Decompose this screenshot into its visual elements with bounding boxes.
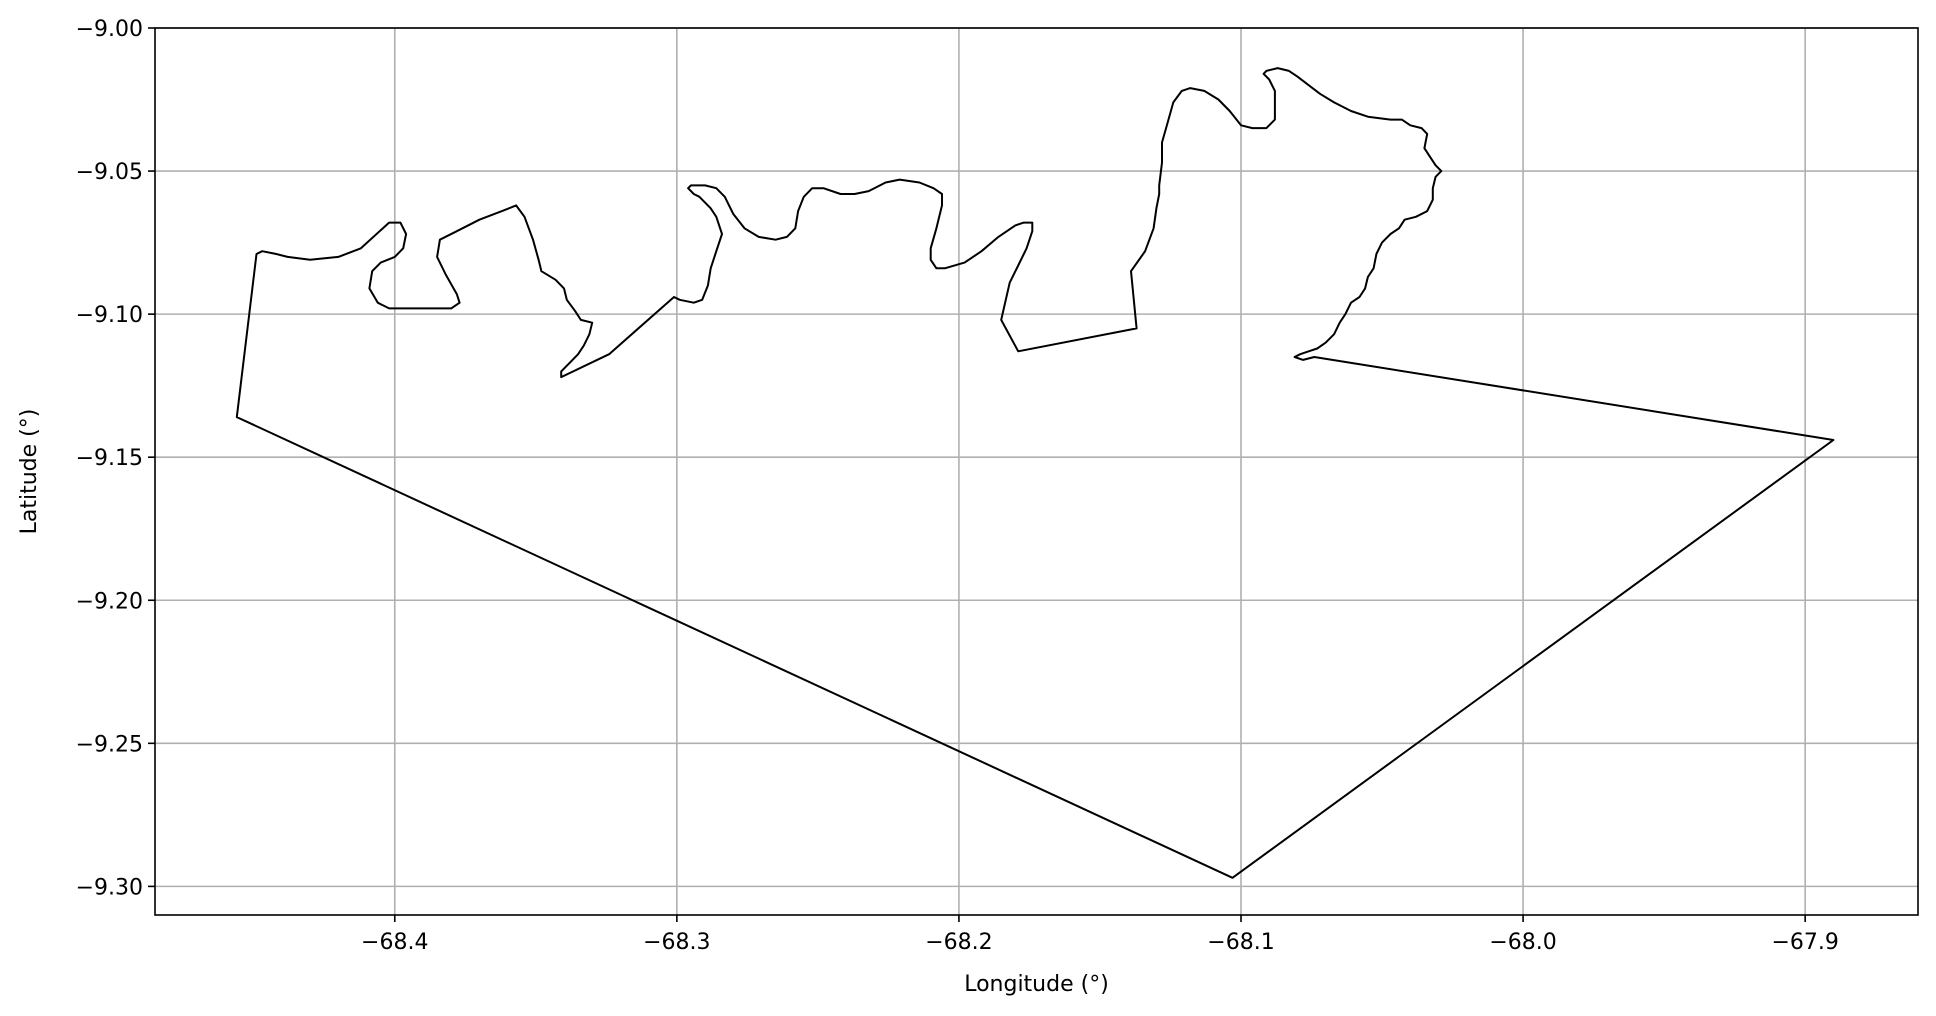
x-axis-ticks: −68.4 −68.3 −68.2 −68.1 −68.0 −67.9 [361,915,1839,955]
y-tick-label: −9.00 [76,17,143,42]
x-tick-label: −68.4 [361,930,428,955]
y-axis-label: Latitude (°) [17,409,42,535]
x-tick-label: −68.2 [925,930,992,955]
y-tick-label: −9.20 [76,589,143,614]
y-tick-label: −9.15 [76,446,143,471]
y-tick-label: −9.05 [76,160,143,185]
y-tick-label: −9.10 [76,303,143,328]
y-tick-label: −9.25 [76,732,143,757]
x-tick-label: −68.1 [1207,930,1274,955]
boundary-outline [235,67,1835,879]
x-axis-label: Longitude (°) [964,972,1109,997]
x-tick-label: −67.9 [1771,930,1838,955]
gridlines [155,27,1918,915]
y-axis-ticks: −9.00 −9.05 −9.10 −9.15 −9.20 −9.25 −9.30 [76,17,155,900]
x-tick-label: −68.3 [643,930,710,955]
y-tick-label: −9.30 [76,875,143,900]
plot-frame [154,27,1919,916]
x-tick-label: −68.0 [1489,930,1556,955]
boundary-outline-layer [235,67,1835,879]
